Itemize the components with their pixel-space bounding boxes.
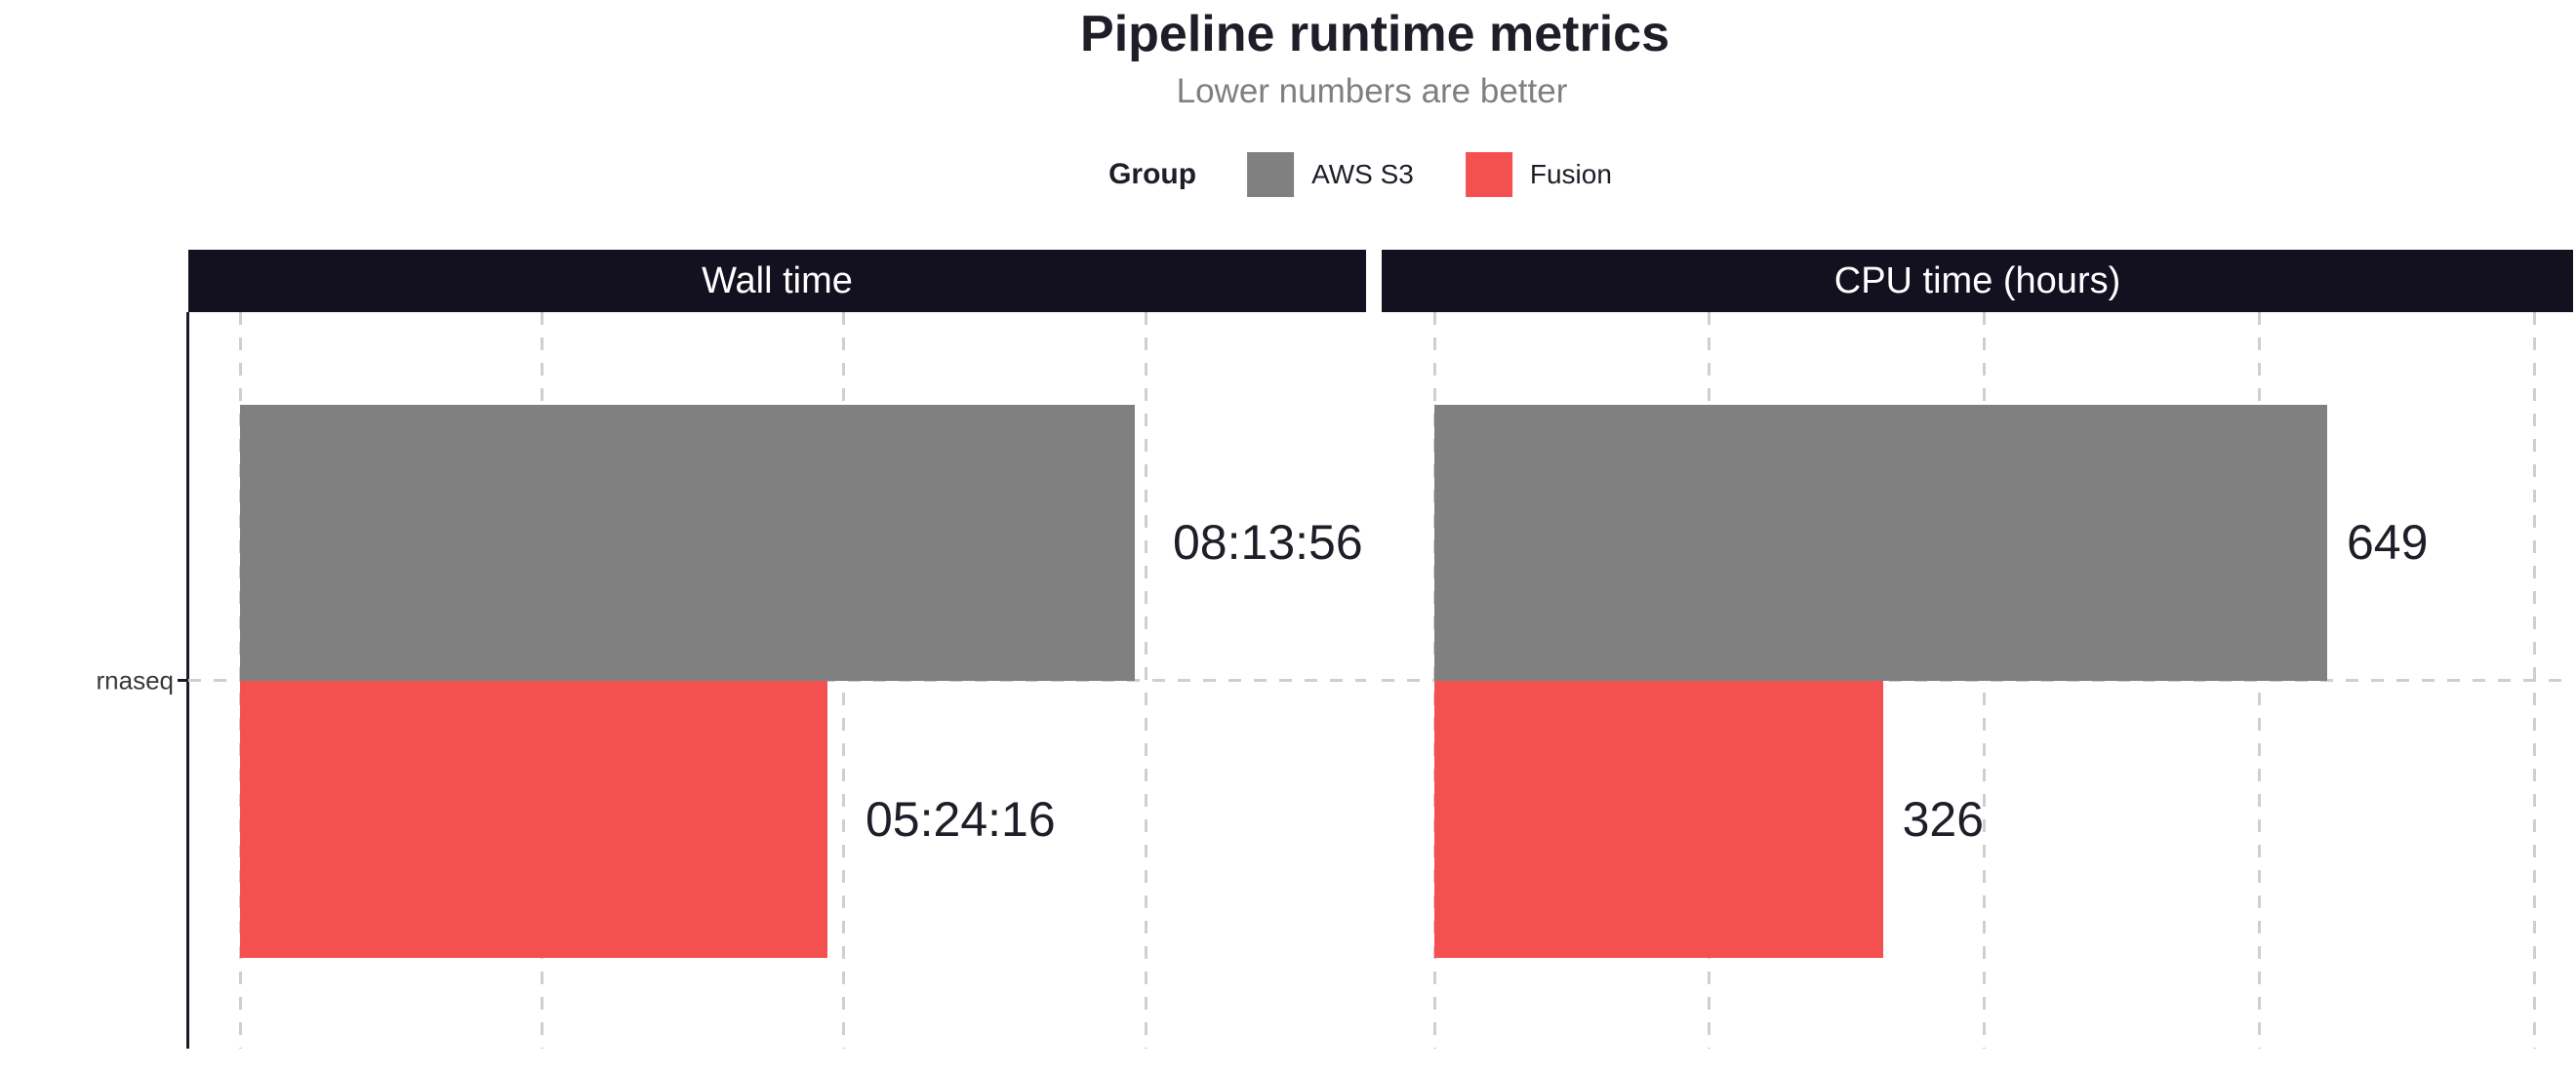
bar-aws-s3-wall-time [240,405,1135,681]
legend-swatch-fusion [1465,152,1512,197]
y-axis-tick-label: rnaseq [96,665,175,695]
legend-title: Group [1108,158,1197,190]
panel-header-wall-time: Wall time [188,250,1366,312]
y-axis-tick [178,679,187,682]
panel-header-cpu-time: CPU time (hours) [1382,250,2573,312]
bar-value-label-fusion-wall-time: 05:24:16 [865,792,1056,847]
legend-label-fusion: Fusion [1529,159,1612,189]
y-axis-line [186,312,189,1049]
panel-header-wall-time-label: Wall time [702,259,853,301]
legend-swatch-aws-s3 [1247,152,1295,197]
chart-title: Pipeline runtime metrics [1080,6,1670,62]
bar-fusion-wall-time [240,681,827,958]
legend-item-aws-s3: AWS S3 [1247,152,1414,197]
legend: Group AWS S3 Fusion [1108,150,1612,199]
bar-value-label-aws-s3-cpu-time: 649 [2347,515,2429,570]
plot-area-wall-time: 08:13:56 05:24:16 [188,312,1366,1049]
legend-label-aws-s3: AWS S3 [1311,159,1414,189]
bar-fusion-cpu-time [1434,681,1883,958]
legend-item-fusion: Fusion [1465,152,1612,197]
bar-value-label-aws-s3-wall-time: 08:13:56 [1173,515,1363,570]
bar-value-label-fusion-cpu-time: 326 [1902,792,1985,847]
plot-area-cpu-time: 649 326 [1382,312,2573,1049]
panel-header-cpu-time-label: CPU time (hours) [1833,259,2121,301]
bar-aws-s3-cpu-time [1434,405,2327,681]
chart-subtitle: Lower numbers are better [1176,72,1568,110]
